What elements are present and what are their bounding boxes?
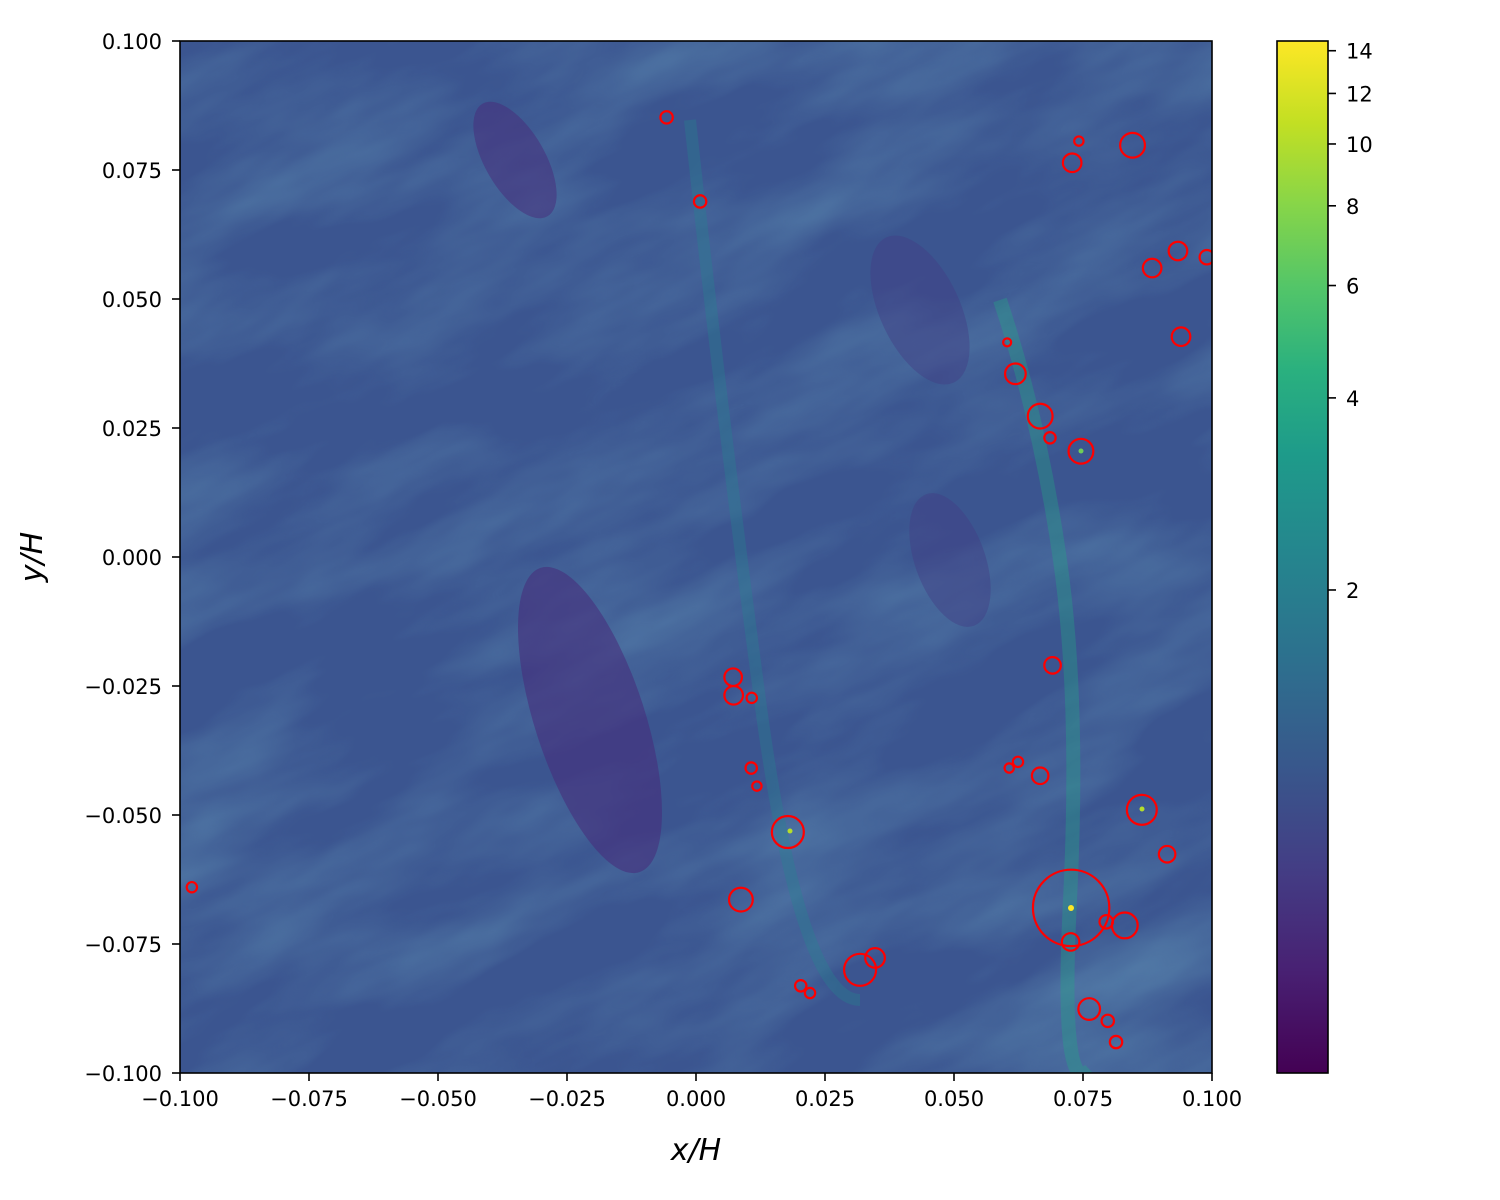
- void-region: [870, 235, 970, 385]
- sink-circle: [1043, 431, 1057, 445]
- sink-circles-overlay: [185, 110, 1212, 1050]
- density-peak: [1078, 448, 1084, 454]
- bright-filament: [684, 119, 861, 1006]
- colorbar-tick-label: 6: [1346, 275, 1359, 299]
- sink-circle: [1170, 326, 1192, 348]
- colorbar-tick-label: 8: [1346, 195, 1359, 219]
- sink-circle: [842, 952, 878, 987]
- density-peak: [1068, 905, 1074, 911]
- void-region: [518, 566, 662, 874]
- y-tick-label: −0.025: [84, 675, 162, 699]
- void-region: [473, 101, 557, 219]
- x-tick-label: 0.050: [924, 1087, 984, 1111]
- y-tick-label: 0.050: [102, 288, 162, 312]
- sink-circle: [1002, 337, 1013, 348]
- void-region: [909, 493, 991, 627]
- colorbar-tick-label: 10: [1346, 133, 1373, 157]
- sink-circle: [1011, 755, 1025, 769]
- x-tick-label: 0.075: [1053, 1087, 1113, 1111]
- sink-circle: [803, 986, 817, 1000]
- x-tick-label: 0.000: [666, 1087, 726, 1111]
- colorbar-tick-label: 14: [1346, 40, 1373, 64]
- colorbar-tick-label: 4: [1346, 387, 1359, 411]
- sink-circle: [1110, 911, 1139, 940]
- y-tick-label: −0.075: [84, 933, 162, 957]
- x-tick-label: −0.050: [399, 1087, 477, 1111]
- x-tick-label: −0.025: [528, 1087, 606, 1111]
- y-tick-label: −0.100: [84, 1062, 162, 1086]
- sink-circle: [745, 691, 758, 705]
- colorbar-tick-label: 2: [1346, 579, 1359, 603]
- sink-circle: [1003, 362, 1027, 386]
- y-tick-label: 0.100: [102, 30, 162, 54]
- sink-circle: [1030, 766, 1050, 786]
- x-tick-label: −0.075: [270, 1087, 348, 1111]
- colorbar-ticks: 2 4 6 8 10 12 14: [1328, 40, 1373, 603]
- sink-circle: [1067, 437, 1095, 465]
- x-tick-label: −0.100: [141, 1087, 219, 1111]
- sink-circle: [1119, 131, 1147, 159]
- sink-circle: [1198, 248, 1212, 266]
- y-tick-label: −0.050: [84, 804, 162, 828]
- sink-circle: [751, 780, 763, 792]
- sink-circle: [1108, 1034, 1124, 1050]
- density-peak: [787, 828, 793, 834]
- sink-circle: [1031, 868, 1111, 948]
- colorbar-tick-label: 12: [1346, 82, 1373, 106]
- sink-circle: [1043, 656, 1062, 675]
- x-tick-label: 0.100: [1182, 1087, 1242, 1111]
- sink-circle: [1060, 932, 1081, 952]
- sink-circle: [692, 194, 708, 209]
- sink-circle: [185, 880, 199, 894]
- sink-circle: [1026, 402, 1054, 430]
- x-tick-label: 0.025: [795, 1087, 855, 1111]
- y-tick-label: 0.000: [102, 546, 162, 570]
- sink-circle: [1061, 152, 1083, 174]
- y-axis: 0.100 0.075 0.050 0.025 0.000 −0.025 −0.050 −0.…: [84, 30, 180, 1086]
- sink-circle: [1003, 762, 1015, 774]
- x-axis-label: x/H: [670, 1133, 721, 1168]
- sink-circle: [793, 979, 808, 993]
- colorbar-gradient: [1276, 40, 1329, 1074]
- colorbar: 2 4 6 8 10 12 14: [1276, 40, 1373, 1074]
- sink-circle: [1157, 844, 1177, 864]
- sink-circle: [1100, 1013, 1116, 1029]
- sink-circle: [723, 684, 745, 706]
- sink-circle: [1125, 793, 1158, 826]
- x-axis: −0.100 −0.075 −0.050 −0.025 0.000 0.025 0.050 0…: [141, 1073, 1242, 1111]
- sink-circle: [1141, 257, 1163, 279]
- sink-circle: [744, 761, 758, 775]
- sink-circle: [1167, 240, 1189, 262]
- bright-filament: [993, 297, 1093, 1073]
- y-axis-label: y/H: [15, 532, 50, 583]
- sink-circle: [1077, 997, 1102, 1021]
- sink-circle: [727, 886, 754, 913]
- y-tick-label: 0.075: [102, 159, 162, 183]
- density-peak: [1139, 806, 1145, 812]
- sink-circle: [659, 110, 674, 125]
- y-tick-label: 0.025: [102, 417, 162, 441]
- sink-circle: [1073, 135, 1085, 147]
- sink-circle: [770, 814, 805, 850]
